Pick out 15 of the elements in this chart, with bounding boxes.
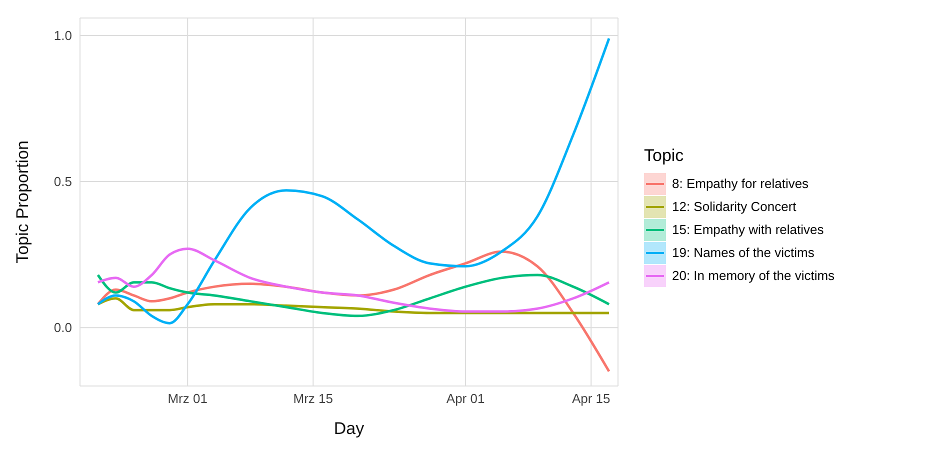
x-tick-label: Apr 15 (572, 391, 610, 406)
legend-label: 15: Empathy with relatives (672, 222, 824, 237)
legend-label: 20: In memory of the victims (672, 268, 835, 283)
x-tick-label: Mrz 15 (293, 391, 333, 406)
legend-label: 8: Empathy for relatives (672, 176, 809, 191)
legend-label: 19: Names of the victims (672, 245, 814, 260)
y-tick-label: 0.5 (54, 174, 72, 190)
y-axis-title: Topic Proportion (13, 140, 32, 264)
x-axis-title: Day (334, 419, 365, 438)
y-tick-label: 1.0 (54, 28, 72, 44)
x-tick-label: Mrz 01 (168, 391, 208, 406)
legend-title: Topic (644, 146, 685, 166)
legend-label: 12: Solidarity Concert (672, 199, 796, 214)
y-tick-label: 0.0 (54, 320, 72, 336)
x-tick-label: Apr 01 (446, 391, 485, 406)
